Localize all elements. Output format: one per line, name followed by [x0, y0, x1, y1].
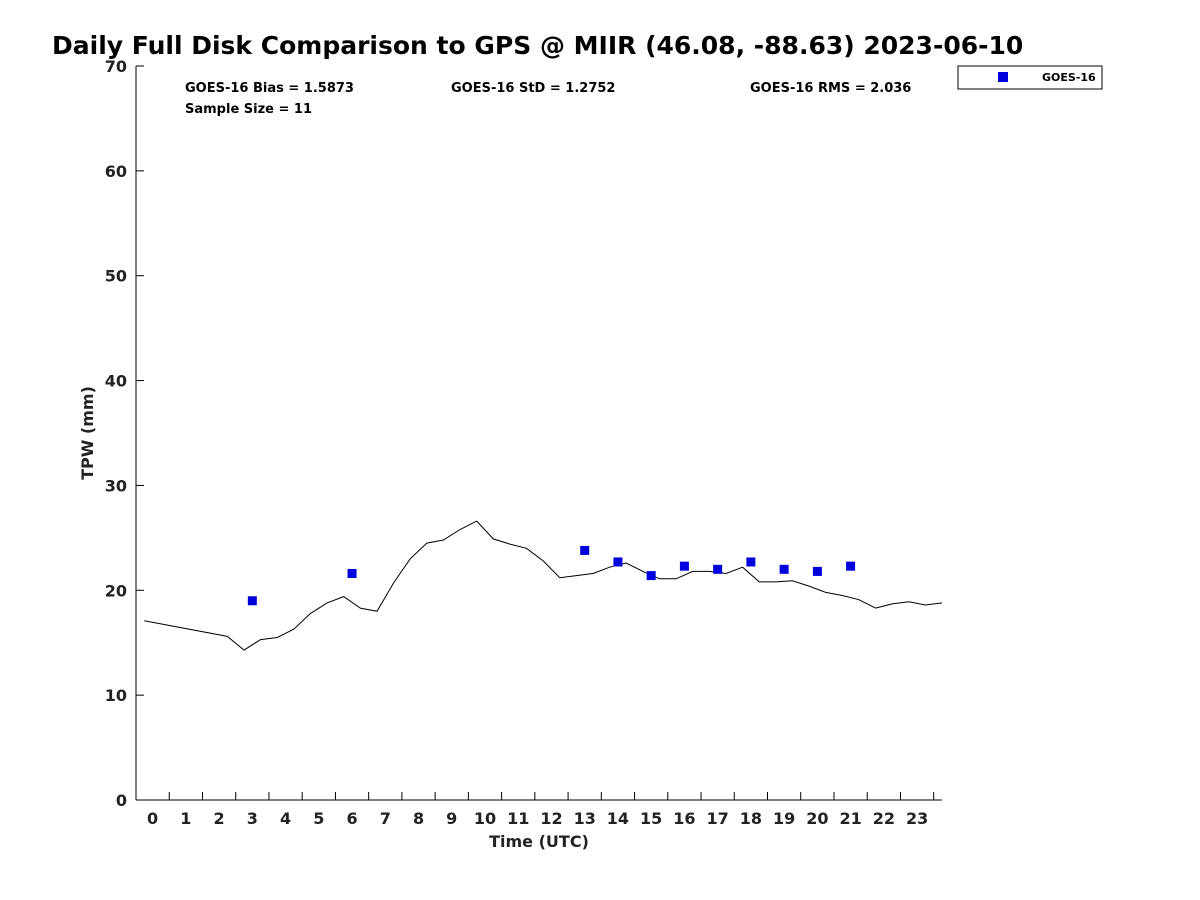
- goes16-point: [613, 557, 623, 567]
- y-tick-label: 60: [105, 162, 127, 181]
- std-stat: GOES-16 StD = 1.2752: [451, 81, 615, 96]
- x-tick-label: 2: [214, 809, 225, 828]
- x-tick-label: 4: [280, 809, 291, 828]
- y-tick-label: 70: [105, 57, 127, 76]
- y-tick-label: 40: [105, 372, 127, 391]
- rms-stat: GOES-16 RMS = 2.036: [750, 81, 911, 96]
- x-tick-label: 12: [540, 809, 562, 828]
- gps-tpw-line: [144, 520, 943, 651]
- goes16-point: [347, 569, 357, 579]
- x-tick-label: 8: [413, 809, 424, 828]
- goes16-point: [679, 561, 689, 571]
- goes16-point: [812, 566, 822, 576]
- goes16-point: [779, 564, 789, 574]
- chart-title: Daily Full Disk Comparison to GPS @ MIIR…: [52, 31, 1023, 60]
- goes16-points: [247, 545, 856, 606]
- x-tick-label: 5: [313, 809, 324, 828]
- y-tick-label: 30: [105, 476, 127, 495]
- x-tick-label: 6: [346, 809, 357, 828]
- x-tick-label: 20: [806, 809, 828, 828]
- x-tick-label: 3: [247, 809, 258, 828]
- x-tick-label: 19: [773, 809, 795, 828]
- x-ticks: 0 1 2 3 4 5 6 7 8 9 10 11 12 13 14 15 16 17 18 19 20 21 22 23: [147, 792, 935, 828]
- goes16-point: [846, 561, 856, 571]
- goes16-point: [646, 571, 656, 581]
- x-tick-label: 18: [740, 809, 762, 828]
- y-tick-label: 50: [105, 267, 127, 286]
- x-tick-label: 0: [147, 809, 158, 828]
- legend-marker: [998, 72, 1008, 82]
- x-tick-label: 22: [873, 809, 895, 828]
- x-tick-label: 14: [607, 809, 629, 828]
- x-tick-label: 9: [446, 809, 457, 828]
- goes16-point: [713, 564, 723, 574]
- goes16-point: [746, 557, 756, 567]
- goes16-point: [580, 545, 590, 555]
- x-tick-label: 23: [906, 809, 928, 828]
- y-ticks: 0 10 20 30 40 50 60 70: [105, 57, 144, 810]
- x-tick-label: 17: [707, 809, 729, 828]
- y-axis-label: TPW (mm): [78, 386, 97, 480]
- y-tick-label: 10: [105, 686, 127, 705]
- sample-size-stat: Sample Size = 11: [185, 102, 312, 117]
- x-tick-label: 10: [474, 809, 496, 828]
- stats-annotations: GOES-16 Bias = 1.5873 GOES-16 StD = 1.27…: [185, 81, 911, 117]
- x-tick-label: 21: [839, 809, 861, 828]
- legend-box: [957, 65, 1103, 90]
- x-tick-label: 7: [380, 809, 391, 828]
- bias-stat: GOES-16 Bias = 1.5873: [185, 81, 354, 96]
- x-axis-label: Time (UTC): [489, 832, 589, 851]
- x-tick-label: 16: [673, 809, 695, 828]
- y-tick-label: 20: [105, 581, 127, 600]
- x-tick-label: 11: [507, 809, 529, 828]
- x-tick-label: 13: [574, 809, 596, 828]
- x-tick-label: 15: [640, 809, 662, 828]
- goes16-point: [247, 596, 257, 606]
- legend: GOES-16: [957, 65, 1103, 90]
- x-tick-label: 1: [180, 809, 191, 828]
- legend-label: GOES-16: [1042, 71, 1096, 84]
- y-tick-label: 0: [116, 791, 127, 810]
